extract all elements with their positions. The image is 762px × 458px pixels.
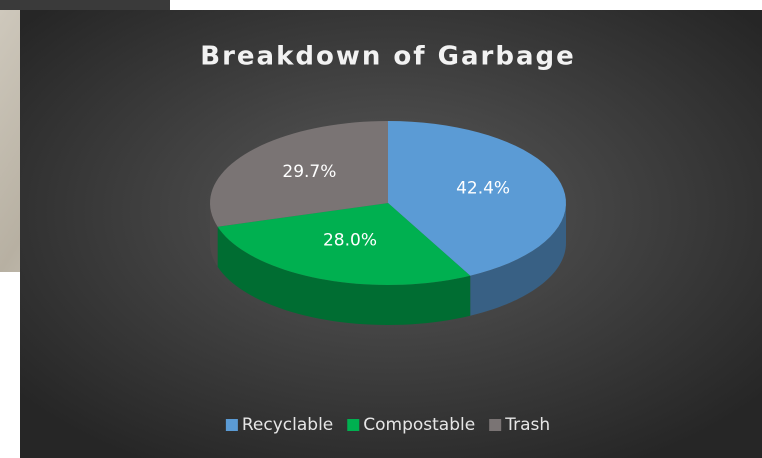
pie: 42.4% 28.0% 29.7% (210, 121, 566, 325)
legend-item: Trash (489, 415, 550, 435)
data-label: 28.0% (323, 231, 377, 251)
legend-label: Compostable (363, 415, 475, 435)
pie-slice-side (210, 203, 218, 267)
legend-swatch (347, 419, 360, 431)
legend-item: Recyclable (225, 415, 333, 435)
legend-swatch (489, 419, 502, 431)
background-photo-edge (0, 0, 170, 10)
pie-slice (388, 121, 566, 276)
legend-swatch (225, 419, 238, 431)
legend-label: Recyclable (242, 415, 333, 435)
pie-slice (210, 121, 388, 227)
legend-label: Trash (504, 415, 550, 435)
legend-item: Compostable (347, 415, 475, 435)
data-label: 42.4% (456, 178, 510, 198)
chart-title: Breakdown of Garbage (200, 42, 576, 72)
data-label: 29.7% (282, 162, 336, 182)
pie-slice-side (217, 226, 471, 325)
pie-slice-side (470, 203, 566, 316)
pie-slice (217, 203, 471, 285)
legend: Recyclable Compostable Trash (225, 415, 550, 435)
